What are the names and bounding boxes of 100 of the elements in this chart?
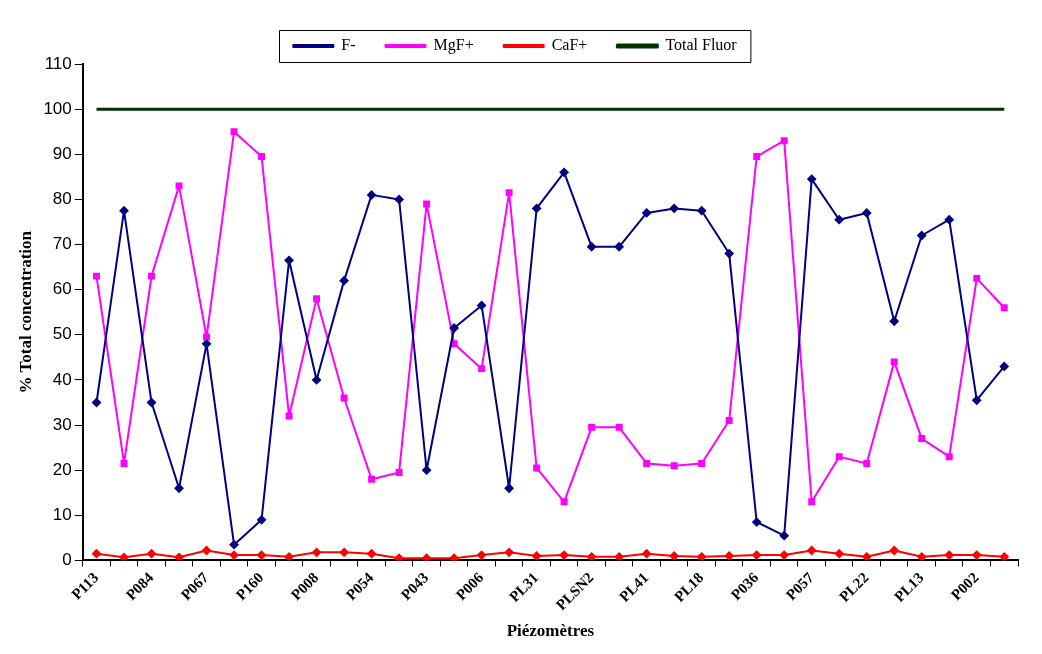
point [780, 137, 788, 145]
point [559, 550, 569, 560]
y-axis-title: % Total concentration [15, 230, 35, 394]
point [724, 249, 734, 259]
point [807, 546, 817, 556]
point [120, 459, 128, 467]
point [148, 272, 156, 280]
legend-label: MgF+ [433, 36, 474, 55]
y-tick-label: 0 [62, 550, 72, 570]
point [312, 547, 322, 557]
point [504, 547, 514, 557]
y-tick-label: 10 [52, 505, 72, 525]
point [753, 153, 761, 160]
point [229, 540, 239, 550]
point [834, 215, 844, 225]
legend-label: Total Fluor [665, 36, 738, 54]
point [422, 465, 432, 475]
point [147, 397, 157, 407]
point [258, 153, 266, 160]
point [889, 546, 899, 556]
point [394, 194, 404, 204]
y-tick-label: 100 [43, 98, 72, 118]
x-axis-title: Piézomètres [506, 621, 595, 641]
point [588, 423, 596, 431]
y-tick-label: 20 [52, 459, 72, 479]
point [999, 552, 1009, 561]
point [93, 272, 100, 280]
point [450, 340, 458, 348]
legend-label: CaF+ [551, 36, 588, 54]
point [917, 231, 927, 240]
point [174, 483, 184, 493]
point [477, 300, 487, 310]
point [257, 550, 267, 560]
point [367, 190, 377, 200]
legend-label: F- [341, 36, 356, 54]
point [779, 550, 789, 560]
point [614, 552, 624, 561]
point [863, 459, 871, 467]
point [174, 552, 184, 561]
point [752, 550, 762, 560]
point [643, 459, 651, 467]
point [614, 242, 624, 252]
point [202, 339, 212, 349]
point [367, 549, 377, 559]
point [1000, 304, 1008, 312]
point [670, 462, 678, 470]
point [945, 453, 953, 461]
point [890, 358, 898, 366]
point [944, 215, 954, 225]
point [808, 498, 816, 506]
point [862, 208, 872, 218]
point [203, 333, 211, 341]
point [394, 553, 404, 561]
point [257, 515, 267, 525]
point [477, 550, 487, 560]
point [917, 552, 927, 561]
point [119, 552, 129, 561]
y-tick-label: 80 [52, 189, 72, 209]
point [807, 174, 817, 184]
point [92, 549, 102, 559]
point [395, 468, 403, 476]
point [284, 552, 294, 561]
point [697, 552, 707, 561]
point [284, 255, 294, 265]
point [147, 549, 157, 559]
y-tick-label: 70 [52, 234, 72, 254]
point [449, 553, 459, 561]
point [229, 550, 239, 560]
point [972, 550, 982, 560]
point [669, 551, 679, 561]
point [339, 547, 349, 557]
point [505, 189, 513, 197]
point [698, 459, 706, 467]
point [423, 200, 431, 208]
point [973, 274, 981, 282]
point [368, 475, 376, 483]
y-tick-label: 50 [52, 324, 72, 344]
point [889, 316, 899, 326]
y-tick-label: 40 [52, 369, 72, 389]
y-tick-label: 60 [52, 279, 72, 299]
point [313, 295, 321, 303]
point [835, 453, 843, 461]
point [449, 323, 459, 333]
point [285, 412, 293, 420]
y-tick-label: 30 [52, 414, 72, 434]
point [669, 203, 679, 213]
point [834, 549, 844, 559]
point [724, 551, 734, 561]
point [340, 394, 348, 402]
point [752, 517, 762, 527]
point [862, 552, 872, 561]
point [779, 531, 789, 541]
point [230, 128, 238, 136]
point [642, 549, 652, 559]
point [175, 182, 183, 190]
point [119, 206, 129, 216]
point [944, 550, 954, 560]
point [312, 375, 322, 385]
point [560, 498, 568, 506]
point [532, 551, 542, 561]
